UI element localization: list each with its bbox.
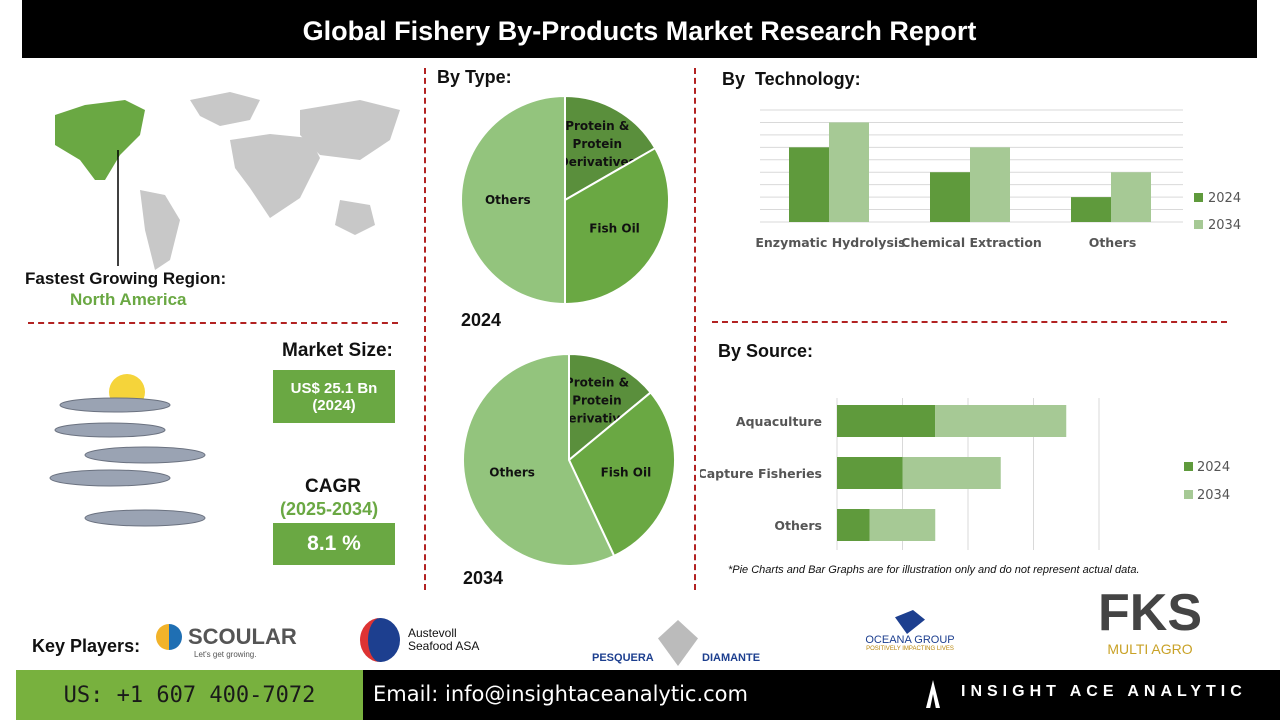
scoular-name: SCOULAR xyxy=(188,624,297,649)
pie-2024-title: 2024 xyxy=(461,310,502,330)
fish-illustration xyxy=(49,374,206,527)
x-tick-label: Chemical Extraction xyxy=(901,235,1042,250)
page-title: Global Fishery By-Products Market Resear… xyxy=(22,0,1257,58)
bar xyxy=(970,147,1010,222)
legend-label: 2024 xyxy=(1208,191,1241,206)
x-tick-label: Others xyxy=(1089,235,1137,250)
market-size-box: US$ 25.1 Bn (2024) xyxy=(273,370,395,423)
legend-label: 2034 xyxy=(1208,218,1241,233)
by-source-title: By Source: xyxy=(718,341,814,361)
divider xyxy=(712,321,1227,323)
cagr-value: 8.1 % xyxy=(273,523,395,565)
market-size-label: Market Size: xyxy=(282,340,393,361)
oceana-name: OCEANA GROUP xyxy=(865,634,955,646)
legend-swatch xyxy=(1184,490,1193,499)
region-value: North America xyxy=(70,290,187,309)
bar xyxy=(930,172,970,222)
pie-slice xyxy=(564,94,657,202)
pie-label: Derivatives xyxy=(559,155,636,169)
bar xyxy=(829,122,869,222)
type-pie-charts: Protein & Protein Derivatives Fish Oil Other… xyxy=(460,94,676,567)
legend-swatch xyxy=(1184,462,1193,471)
by-type-title: By Type: xyxy=(437,67,512,87)
pie-slice xyxy=(460,94,566,306)
email-link[interactable]: Email: info@insightaceanalytic.com xyxy=(373,682,748,706)
disclaimer-note: *Pie Charts and Bar Graphs are for illus… xyxy=(728,564,1140,576)
pie-label: Protein & xyxy=(565,376,629,390)
by-technology-title: By Technology: xyxy=(722,69,861,89)
pie-slice xyxy=(564,146,670,306)
oceana-group-logo: OCEANA GROUP POSITIVELY IMPACTING LIVES xyxy=(855,610,965,652)
key-players-label: Key Players: xyxy=(32,636,141,656)
y-tick-label: Aquaculture xyxy=(736,414,822,429)
fks-logo: FKS MULTI AGRO xyxy=(1090,585,1210,657)
divider xyxy=(28,322,398,324)
pesquera-text: PESQUERA xyxy=(592,652,654,664)
footer-bar: Email: info@insightaceanalytic.com INSIG… xyxy=(363,670,1280,720)
pie-label: Fish Oil xyxy=(589,222,640,236)
phone-number[interactable]: US: +1 607 400-7072 xyxy=(16,670,363,720)
bar-segment xyxy=(837,457,903,489)
pie-label: Fish Oil xyxy=(601,466,652,480)
pie-label: Protein xyxy=(572,394,622,408)
austevoll-name: Austevoll xyxy=(408,626,457,640)
legend-swatch xyxy=(1194,220,1203,229)
legend-swatch xyxy=(1194,193,1203,202)
pie-slice xyxy=(462,352,616,567)
bar-segment xyxy=(869,509,936,541)
market-size-year: (2024) xyxy=(312,396,356,414)
source-bar-chart: Aquaculture Capture Fisheries Others 2024 20… xyxy=(700,398,1230,550)
bar-segment xyxy=(837,405,936,437)
bar-segment xyxy=(902,457,1001,489)
pie-label: Others xyxy=(489,466,535,480)
legend-label: 2034 xyxy=(1197,488,1230,503)
pie-label: Protein xyxy=(573,137,623,151)
diamante-text: DIAMANTE xyxy=(702,652,761,664)
pie-2034-title: 2034 xyxy=(463,568,504,588)
fks-name: FKS xyxy=(1098,584,1202,642)
oceana-tagline: POSITIVELY IMPACTING LIVES xyxy=(866,646,954,652)
x-tick-label: Enzymatic Hydrolysis xyxy=(755,235,905,250)
brand-name: INSIGHT ACE ANALYTIC xyxy=(961,683,1247,700)
bar xyxy=(1111,172,1151,222)
pie-label: Protein & xyxy=(565,119,629,133)
bar xyxy=(789,147,829,222)
austevoll-name-2: Seafood ASA xyxy=(408,639,480,653)
pesquera-diamante-logo: PESQUERA DIAMANTE xyxy=(590,620,770,668)
pie-label: Others xyxy=(485,193,531,207)
divider xyxy=(694,68,696,590)
pie-slice xyxy=(568,352,653,463)
cagr-label: CAGR xyxy=(305,476,361,497)
bar-segment xyxy=(935,405,1067,437)
bar xyxy=(1071,197,1111,222)
y-tick-label: Capture Fisheries xyxy=(700,466,822,481)
world-map xyxy=(55,92,400,270)
region-label: Fastest Growing Region: xyxy=(25,269,227,288)
market-size-value: US$ 25.1 Bn xyxy=(290,379,378,397)
divider xyxy=(424,68,426,590)
insightace-logo-icon xyxy=(926,680,940,708)
scoular-logo: SCOULAR Let's get growing. xyxy=(156,624,297,659)
bar-segment xyxy=(837,509,870,541)
austevoll-logo: Austevoll Seafood ASA xyxy=(360,618,479,662)
scoular-tagline: Let's get growing. xyxy=(194,650,257,659)
y-tick-label: Others xyxy=(774,518,822,533)
cagr-period: (2025-2034) xyxy=(280,499,379,519)
legend-label: 2024 xyxy=(1197,460,1230,475)
fks-tagline: MULTI AGRO xyxy=(1107,641,1193,657)
